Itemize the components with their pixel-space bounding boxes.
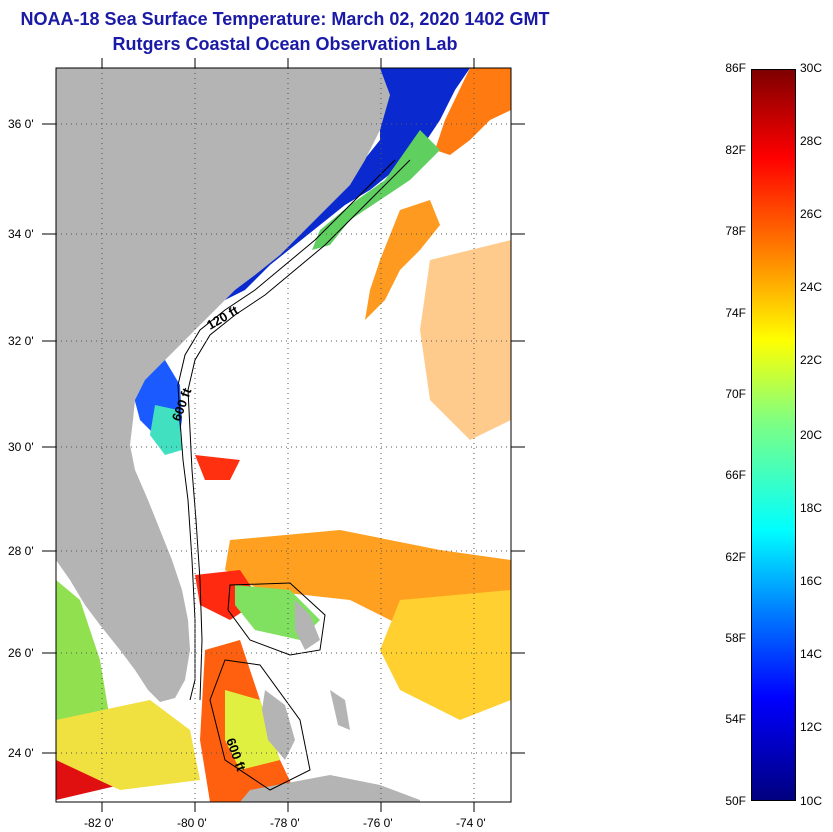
colorbar-f-label: 58F (725, 631, 746, 645)
axis-ticks (42, 58, 525, 812)
colorbar-c-label: 24C (800, 280, 823, 294)
colorbar-f-label: 82F (725, 143, 746, 157)
colorbar-f-label: 50F (725, 794, 746, 808)
map-frame (55, 67, 512, 803)
colorbar-c-label: 30C (800, 61, 823, 75)
colorbar-f-label: 78F (725, 224, 746, 238)
colorbar-f-label: 54F (725, 712, 746, 726)
lat-label: 36 0' (8, 117, 34, 131)
lat-label: 34 0' (8, 227, 34, 241)
sst-patch-yellow-strait (56, 700, 200, 790)
contour-bahamas (227, 582, 326, 656)
sst-patch-yellow-bank (225, 690, 280, 770)
colorbar-c-label: 28C (800, 134, 823, 148)
lat-label: 28 0' (8, 544, 34, 558)
sst-patch-georgia-cyan (150, 405, 182, 455)
sst-patch-orange-mid (365, 200, 440, 320)
graticule (56, 68, 511, 802)
contour-600ft (187, 159, 411, 701)
lon-label: -82 0' (84, 816, 114, 830)
colorbar-c-label: 26C (800, 207, 823, 221)
lon-label: -74 0' (456, 816, 486, 830)
sst-patch-green-band (312, 130, 440, 250)
lat-label: 30 0' (8, 440, 34, 454)
lat-label: 24 0' (8, 746, 34, 760)
colorbar-c-label: 16C (800, 574, 823, 588)
sst-colorbar (751, 69, 796, 801)
lat-label: 32 0' (8, 334, 34, 348)
colorbar-f-label: 62F (725, 550, 746, 564)
sst-patch-gulfstream-florida (195, 455, 240, 480)
land-eleuthera (330, 690, 350, 730)
colorbar-f-label: 70F (725, 387, 746, 401)
lon-label: -80 0' (177, 816, 207, 830)
lon-label: -78 0' (270, 816, 300, 830)
land-bahamas-abaco (295, 600, 320, 650)
colorbar-c-label: 12C (800, 720, 823, 734)
land-bahamas-andros (262, 690, 295, 760)
colorbar-c-label: 20C (800, 428, 823, 442)
lon-label: -76 0' (363, 816, 393, 830)
colorbar-f-label: 66F (725, 468, 746, 482)
map-subtitle: Rutgers Coastal Ocean Observation Lab (112, 34, 458, 54)
colorbar-c-label: 10C (800, 794, 823, 808)
land-cuba (240, 775, 420, 802)
contour-bahamas-south (209, 659, 311, 791)
sst-patch-gulfstream-north (435, 68, 511, 155)
colorbar-f-label: 86F (725, 61, 746, 75)
sst-patch-green-gulf (56, 580, 110, 730)
colorbar-f-label: 74F (725, 306, 746, 320)
contour-120ft (177, 159, 396, 701)
sst-patch-orange-east (420, 240, 511, 440)
colorbar-c-label: 22C (800, 353, 823, 367)
colorbar-c-label: 14C (800, 647, 823, 661)
lat-label: 26 0' (8, 646, 34, 660)
map-title: NOAA-18 Sea Surface Temperature: March 0… (20, 9, 550, 29)
colorbar-c-label: 18C (800, 501, 823, 515)
land-us-mainland (56, 68, 390, 702)
sst-patch-yellow-southeast (380, 590, 511, 720)
